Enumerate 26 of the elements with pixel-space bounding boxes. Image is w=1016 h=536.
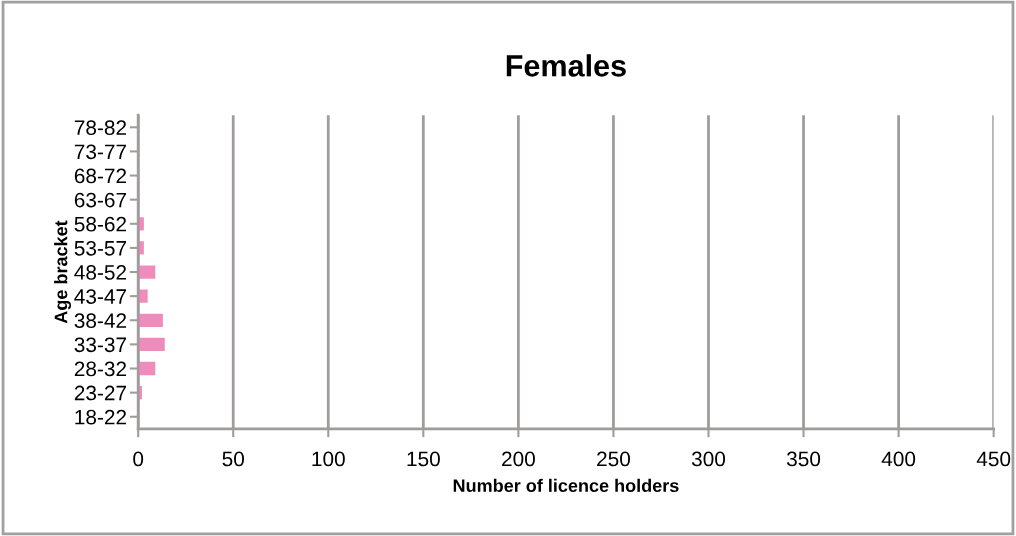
x-tick-label: 150 <box>407 451 440 467</box>
x-tick-label: 50 <box>222 451 244 467</box>
y-tick-label: 28-32 <box>74 361 127 377</box>
y-tick-label: 43-47 <box>74 289 127 304</box>
x-tick-label: 300 <box>691 451 726 467</box>
y-tick-label: 18-22 <box>75 409 127 425</box>
y-tick-label: 73-77 <box>74 144 127 160</box>
y-tick-label: 68-72 <box>74 168 127 184</box>
y-tick-label: 33-37 <box>74 337 127 353</box>
y-tick-label: 58-62 <box>74 216 127 232</box>
x-tick-label: 0 <box>133 451 144 467</box>
x-tick-label: 100 <box>312 451 345 467</box>
x-tick-label: 250 <box>597 451 630 467</box>
y-tick-label: 48-52 <box>74 265 127 280</box>
x-tick-label: 400 <box>881 451 916 467</box>
x-tick-label: 200 <box>502 451 535 467</box>
x-tick-label: 350 <box>786 451 821 467</box>
x-tick-label: 450 <box>976 451 1011 467</box>
y-tick-label: 78-82 <box>74 120 127 136</box>
x-axis-title: Number of licence holders <box>453 478 679 493</box>
y-tick-label: 53-57 <box>74 240 127 256</box>
y-axis-title: Age bracket <box>54 220 72 324</box>
y-tick-label: 23-27 <box>74 385 127 401</box>
chart-title: Females <box>506 54 626 77</box>
y-tick-label: 63-67 <box>74 192 127 208</box>
y-tick-label: 38-42 <box>74 313 127 329</box>
